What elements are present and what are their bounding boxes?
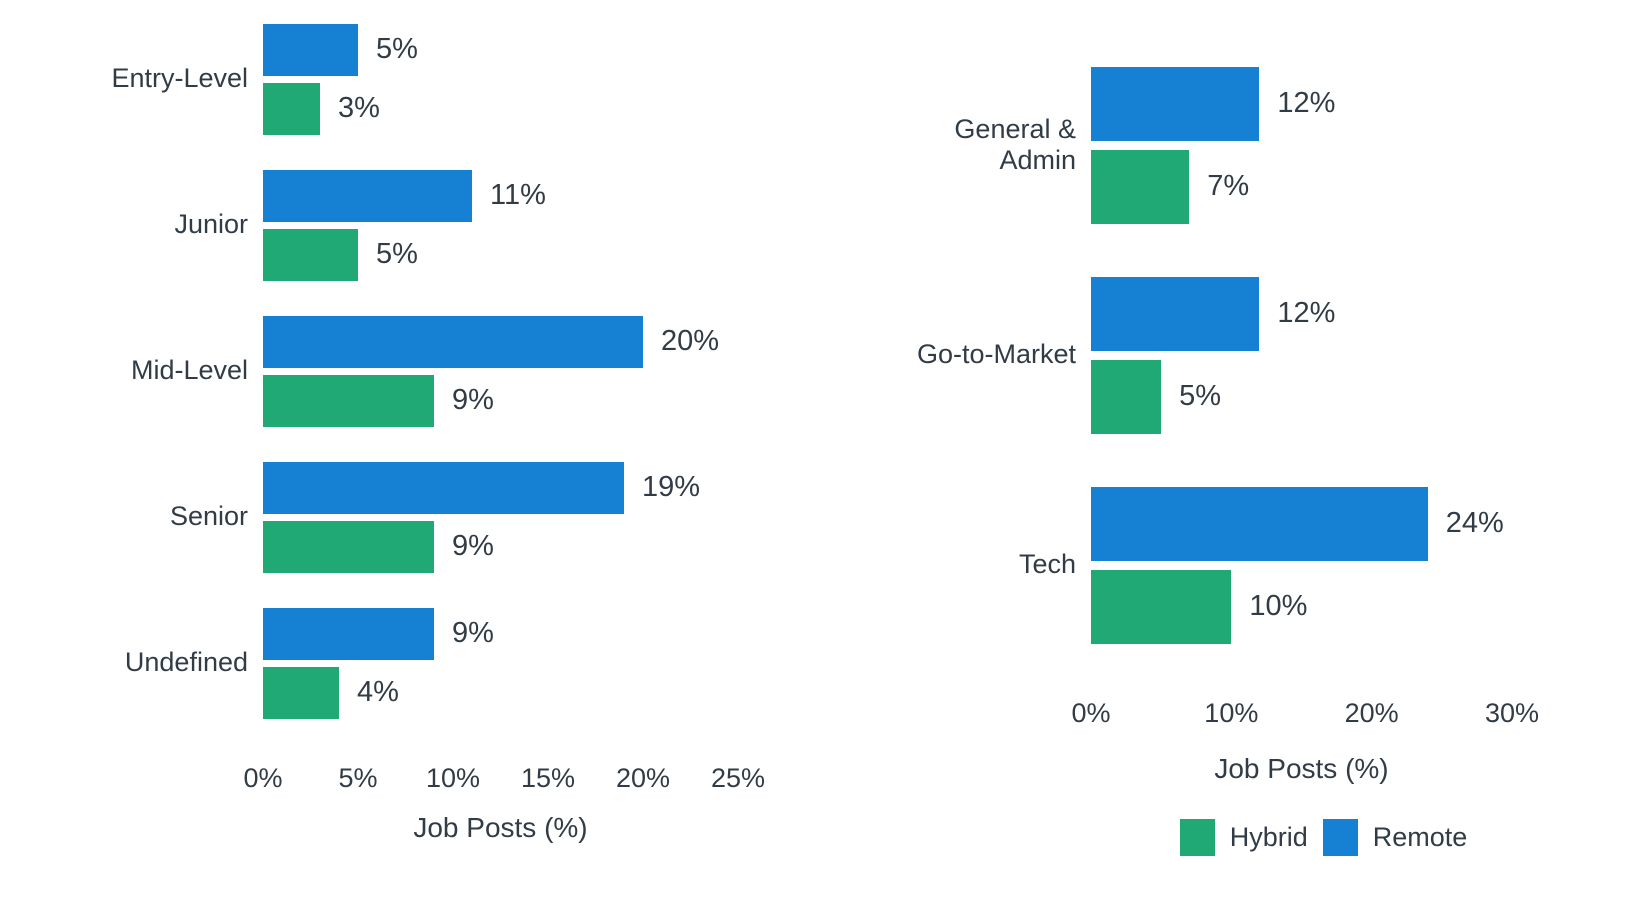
remote-bar-row: 20% [263, 315, 843, 368]
legend-label: Hybrid [1229, 822, 1308, 852]
hybrid-bar [1091, 569, 1232, 644]
legend-label: Remote [1372, 822, 1468, 852]
legend: Hybrid Remote [1113, 819, 1534, 856]
remote-bar-row: 9% [263, 607, 843, 660]
remote-value-label: 5% [376, 33, 418, 65]
remote-bar-row: 12% [1091, 66, 1643, 141]
remote-bar [1091, 486, 1428, 561]
remote-bar-row: 5% [263, 23, 843, 76]
x-axis-tick: 5% [338, 763, 378, 793]
hybrid-bar-row: 3% [263, 82, 843, 135]
remote-value-label: 20% [661, 325, 720, 357]
hybrid-swatch [1179, 819, 1215, 856]
x-axis-tick: 30% [1484, 698, 1540, 728]
hybrid-bar-row: 10% [1091, 569, 1643, 644]
remote-value-label: 11% [490, 179, 546, 211]
bar-pair: 9% 4% [263, 607, 843, 719]
hybrid-bar-row: 5% [1091, 359, 1643, 434]
remote-value-label: 12% [1277, 297, 1336, 329]
seniority-x-axis-title: Job Posts (%) [413, 812, 588, 843]
legend-item-remote: Remote [1322, 819, 1468, 856]
bar-pair: 5% 3% [263, 23, 843, 135]
remote-value-label: 19% [642, 471, 701, 503]
remote-swatch [1322, 819, 1358, 856]
seniority-plot-area: Entry-Level 5% 3% Junior 11% 5% Mid-Level 20% 9%… [103, 6, 843, 736]
category-label: Undefined [124, 647, 248, 678]
remote-bar [1091, 276, 1260, 351]
x-axis-tick: 25% [710, 763, 766, 793]
hybrid-bar [263, 228, 358, 281]
hybrid-bar [263, 520, 434, 573]
hybrid-value-label: 7% [1207, 170, 1250, 202]
seniority-x-axis: 0% 5% 10% 15% 20% 25% [103, 762, 843, 802]
hybrid-value-label: 9% [452, 384, 494, 416]
hybrid-bar-row: 4% [263, 666, 843, 719]
remote-bar [263, 169, 472, 222]
bar-pair: 20% 9% [263, 315, 843, 427]
category-group: Senior 19% 9% [103, 444, 843, 590]
bar-pair: 12% 5% [1091, 276, 1643, 434]
category-group: Mid-Level 20% 9% [103, 298, 843, 444]
hybrid-bar [263, 82, 320, 135]
hybrid-bar [263, 374, 434, 427]
hybrid-value-label: 5% [1179, 380, 1222, 412]
hybrid-value-label: 9% [452, 530, 494, 562]
remote-value-label: 24% [1445, 507, 1504, 539]
hybrid-bar [263, 666, 339, 719]
hybrid-bar [1091, 149, 1190, 224]
category-group: Junior 11% 5% [103, 152, 843, 298]
category-group: Tech 24% 10% [881, 460, 1643, 670]
hybrid-value-label: 10% [1249, 590, 1308, 622]
remote-bar-row: 12% [1091, 276, 1643, 351]
hybrid-bar-row: 7% [1091, 149, 1643, 224]
bar-pair: 24% 10% [1091, 486, 1643, 644]
hybrid-bar-row: 9% [263, 374, 843, 427]
remote-bar [263, 607, 434, 660]
category-label: Mid-Level [130, 355, 248, 386]
legend-item-hybrid: Hybrid [1179, 819, 1308, 856]
category-label: Go-to-Market [916, 339, 1076, 370]
category-group: General & Admin 12% 7% [881, 40, 1643, 250]
x-axis-tick: 0% [1071, 698, 1111, 728]
remote-bar-row: 24% [1091, 486, 1643, 561]
category-group: Entry-Level 5% 3% [103, 6, 843, 152]
seniority-chart: Entry-Level 5% 3% Junior 11% 5% Mid-Level 20% 9%… [103, 6, 843, 844]
x-axis-tick: 0% [243, 763, 283, 793]
remote-bar [263, 23, 358, 76]
remote-value-label: 9% [452, 617, 494, 649]
category-label: Entry-Level [111, 63, 248, 94]
remote-bar [263, 315, 643, 368]
remote-value-label: 12% [1277, 87, 1336, 119]
category-label: General & Admin [954, 113, 1076, 175]
category-label: Senior [169, 501, 248, 532]
department-x-axis: 0% 10% 20% 30% [881, 697, 1643, 737]
x-axis-tick: 20% [1344, 698, 1399, 728]
hybrid-value-label: 3% [338, 92, 380, 124]
remote-bar [263, 461, 624, 514]
remote-bar-row: 19% [263, 461, 843, 514]
hybrid-value-label: 4% [357, 676, 399, 708]
x-axis-tick: 10% [425, 763, 481, 793]
department-x-axis-title: Job Posts (%) [1214, 753, 1389, 784]
category-label: Junior [174, 209, 248, 240]
department-chart: General & Admin 12% 7% Go-to-Market 12% 5% Tec… [881, 40, 1643, 856]
hybrid-bar [1091, 359, 1162, 434]
department-plot-area: General & Admin 12% 7% Go-to-Market 12% 5% Tec… [881, 40, 1643, 670]
x-axis-tick: 20% [615, 763, 671, 793]
hybrid-bar-row: 9% [263, 520, 843, 573]
hybrid-bar-row: 5% [263, 228, 843, 281]
x-axis-tick: 10% [1204, 698, 1259, 728]
remote-bar-row: 11% [263, 169, 843, 222]
bar-pair: 11% 5% [263, 169, 843, 281]
bar-pair: 12% 7% [1091, 66, 1643, 224]
remote-bar [1091, 66, 1260, 141]
category-group: Go-to-Market 12% 5% [881, 250, 1643, 460]
category-group: Undefined 9% 4% [103, 590, 843, 736]
x-axis-tick: 15% [520, 763, 576, 793]
hybrid-value-label: 5% [376, 238, 418, 270]
bar-pair: 19% 9% [263, 461, 843, 573]
category-label: Tech [1018, 549, 1076, 580]
